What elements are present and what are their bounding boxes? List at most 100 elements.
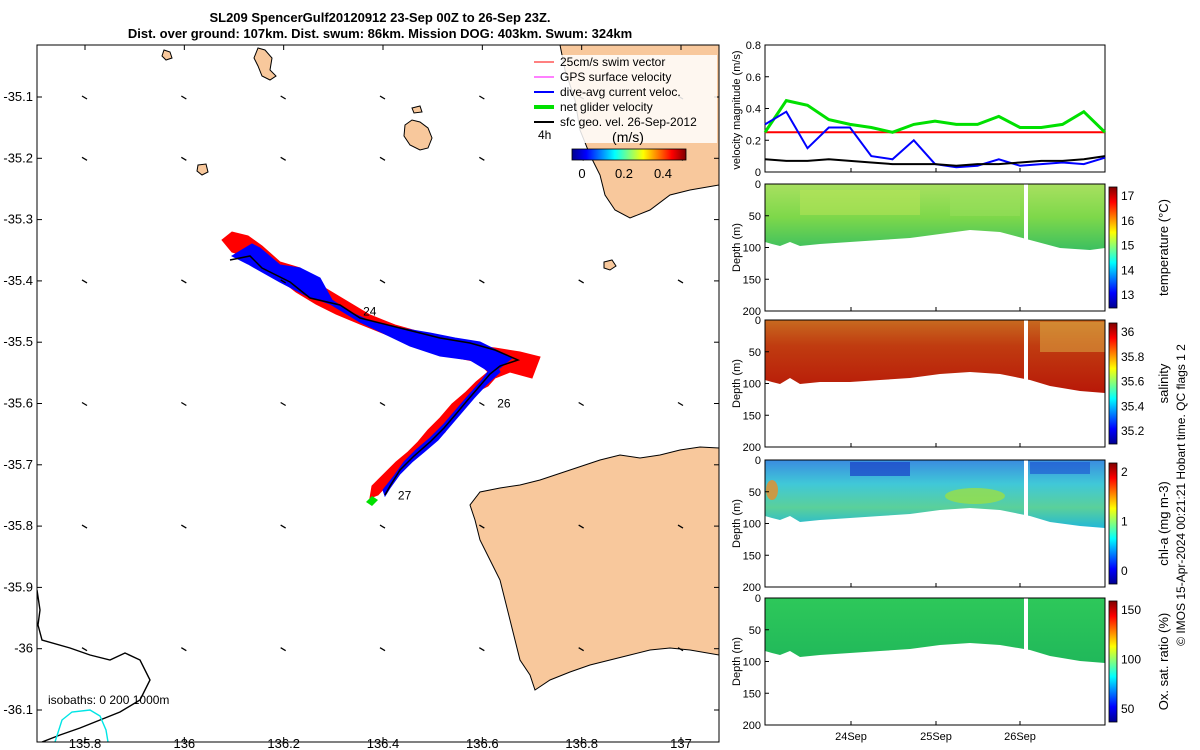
- geo-arrow: [81, 156, 88, 161]
- temperature-patch-2: [950, 186, 1020, 216]
- depth-tick-label: 0: [755, 455, 761, 467]
- map-x-tick-label: 136.6: [466, 736, 499, 750]
- geo-arrow: [677, 401, 684, 407]
- map-y-tick-label: -35.2: [3, 150, 33, 165]
- salinity-colorbar: [1108, 322, 1118, 445]
- map-x-axis: 135.8 136 136.2 136.4 136.6 136.8 137: [69, 45, 692, 750]
- oxsat-colorbar-tick: 150: [1121, 603, 1141, 617]
- map-colorbar-tick: 0.4: [654, 166, 672, 181]
- geo-arrow: [180, 95, 187, 100]
- salinity-gap: [1024, 320, 1028, 382]
- map-panel: 24 26 27 135.8 136 136.2 136.4 136.6 136.8 137 -…: [3, 44, 720, 750]
- map-y-tick-label: -35.4: [3, 273, 33, 288]
- temperature-colorbar-tick: 17: [1121, 189, 1135, 203]
- day-label: 24: [363, 305, 377, 319]
- time-axis: 24Sep 25Sep 26Sep: [835, 168, 1036, 743]
- temperature-colorbar-label: temperature (°C): [1156, 199, 1171, 296]
- oxsat-colorbar-label: Ox. sat. ratio (%): [1156, 613, 1171, 711]
- map-x-tick-label: 136: [173, 736, 195, 750]
- vel-y-tick-label: 0: [755, 167, 761, 179]
- land-island-1: [253, 47, 277, 81]
- vel-y-tick-label: 0.8: [746, 40, 761, 52]
- map-y-tick-label: -36: [14, 641, 33, 656]
- map-y-tick-label: -35.8: [3, 518, 33, 533]
- depth-tick-label: 150: [743, 550, 761, 562]
- temperature-gap: [1024, 184, 1028, 240]
- velocity-y-axis: 0 0.2 0.4 0.6 0.8: [746, 40, 769, 179]
- map-colorbar: [571, 148, 687, 161]
- map-x-tick-label: 136.2: [267, 736, 300, 750]
- temperature-colorbar-tick: 14: [1121, 263, 1135, 277]
- salinity-colorbar-tick: 35.4: [1121, 399, 1145, 413]
- geo-arrow: [180, 401, 187, 407]
- land-island-5: [603, 259, 617, 271]
- depth-tick-label: 50: [749, 625, 761, 637]
- isobaths-label: isobaths: 0 200 1000m: [48, 693, 169, 707]
- geo-arrow: [81, 524, 88, 529]
- map-x-tick-label: 137: [670, 736, 692, 750]
- vel-y-tick-label: 0.2: [746, 135, 761, 147]
- depth-tick-label: 50: [749, 487, 761, 499]
- map-y-tick-label: -35.6: [3, 396, 33, 411]
- map-y-tick-label: -35.9: [3, 579, 33, 594]
- geo-arrow: [478, 401, 485, 407]
- chla-dark-patch-2: [1030, 462, 1090, 474]
- geo-arrow: [379, 524, 386, 529]
- geo-arrow: [578, 524, 585, 529]
- land-yorke-peninsula: [469, 446, 719, 691]
- depth-axis-label: Depth (m): [731, 637, 743, 686]
- geo-arrow: [478, 156, 485, 161]
- oxsat-panel: [765, 598, 1105, 663]
- land-island-2: [403, 119, 433, 151]
- track-line: [229, 255, 521, 496]
- temperature-panel: [765, 184, 1105, 250]
- geo-arrow: [280, 95, 287, 100]
- depth-tick-label: 200: [743, 306, 761, 318]
- geo-arrow: [81, 401, 88, 407]
- geo-arrow: [379, 647, 386, 652]
- geo-arrow: [478, 524, 485, 529]
- temperature-colorbar-tick: 13: [1121, 288, 1135, 302]
- geo-arrow: [180, 156, 187, 161]
- depth-tick-label: 50: [749, 211, 761, 223]
- chla-colorbar-label: chl-a (mg m-3): [1156, 481, 1171, 566]
- depth-tick-label: 200: [743, 720, 761, 732]
- title-line-1: SL209 SpencerGulf20120912 23-Sep 00Z to …: [209, 10, 550, 25]
- net-velocity-marks: [366, 496, 378, 506]
- geo-arrow: [379, 279, 386, 284]
- depth-axis-label: Depth (m): [731, 499, 743, 548]
- map-y-tick-label: -35.7: [3, 457, 33, 472]
- day-label: 26: [497, 397, 511, 411]
- map-x-tick-label: 135.8: [69, 736, 102, 750]
- depth-tick-label: 0: [755, 315, 761, 327]
- day-labels: 24 26 27: [363, 305, 511, 503]
- oxsat-colorbar-tick: 50: [1121, 702, 1135, 716]
- day-label: 27: [398, 488, 412, 502]
- depth-axis-label: Depth (m): [731, 359, 743, 408]
- geo-arrow: [180, 524, 187, 529]
- chla-panel: [765, 460, 1105, 528]
- geo-arrow: [379, 156, 386, 161]
- geo-arrow: [280, 524, 287, 529]
- geo-arrow: [81, 647, 88, 652]
- map-frame: [36, 44, 720, 743]
- geo-arrow: [379, 401, 386, 407]
- salinity-colorbar-tick: 35.6: [1121, 375, 1145, 389]
- geo-arrow: [180, 647, 187, 652]
- time-tick-label: 25Sep: [920, 731, 952, 743]
- velocity-panel: 0 0.2 0.4 0.6 0.8 velocity magnitude (m/s): [731, 40, 1107, 179]
- depth-tick-label: 150: [743, 410, 761, 422]
- salinity-colorbar-tick: 36: [1121, 325, 1135, 339]
- legend-label: net glider velocity: [560, 100, 653, 114]
- map-x-tick-label: 136.8: [565, 736, 598, 750]
- glider-track: [221, 231, 541, 506]
- land-island-3: [161, 49, 173, 61]
- isobath-200m: [54, 709, 109, 742]
- map-y-tick-label: -36.1: [3, 702, 33, 717]
- chla-gap: [1024, 460, 1028, 520]
- salinity-colorbar-tick: 35.2: [1121, 424, 1145, 438]
- temperature-colorbar: [1108, 186, 1118, 309]
- salinity-field: [765, 320, 1105, 393]
- chla-colorbar: [1108, 462, 1118, 585]
